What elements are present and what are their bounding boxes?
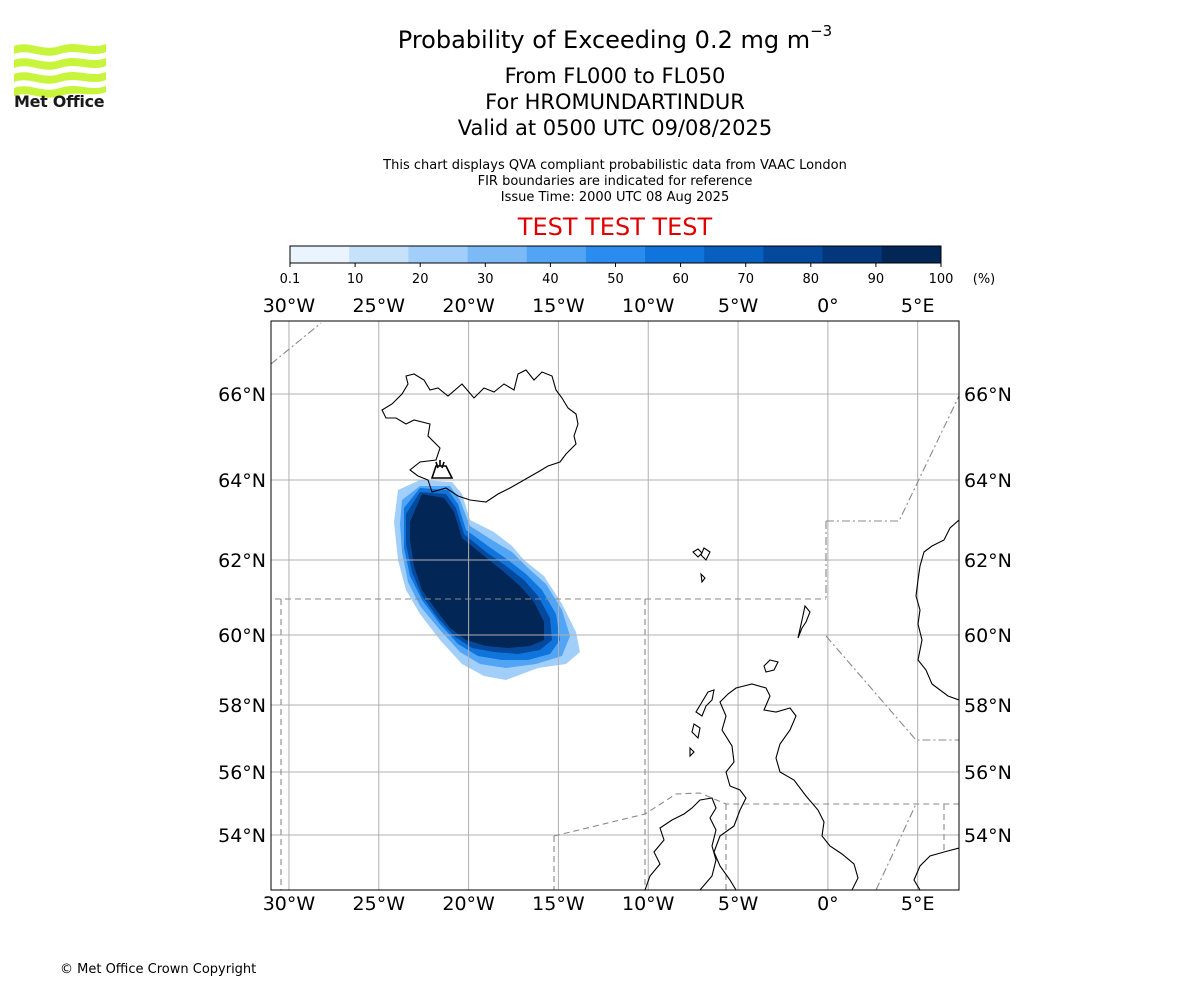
- longitude-label: 30°W: [263, 295, 316, 317]
- coastlines: [381, 369, 959, 890]
- latitude-label: 58°N: [218, 695, 266, 717]
- latitude-label: 64°N: [964, 470, 1012, 492]
- plume-band: [414, 498, 538, 640]
- colorbar-swatch: [645, 246, 705, 263]
- fir-boundary-east: [825, 635, 959, 741]
- longitude-label: 0°: [817, 295, 839, 317]
- latitude-label: 58°N: [964, 695, 1012, 717]
- issue-time: Issue Time: 2000 UTC 08 Aug 2025: [500, 190, 730, 205]
- ash-probability-plume: [394, 480, 580, 680]
- longitude-label: 5°W: [718, 893, 759, 915]
- ireland-coast: [644, 797, 717, 890]
- shetland: [797, 604, 811, 639]
- longitude-label: 15°W: [532, 893, 585, 915]
- valid-time: Valid at 0500 UTC 09/08/2025: [457, 116, 773, 140]
- latitude-label: 66°N: [218, 384, 266, 406]
- copyright-notice: © Met Office Crown Copyright: [60, 962, 257, 977]
- longitude-label: 5°E: [901, 893, 935, 915]
- volcano-marker: [430, 460, 454, 479]
- map-background: [271, 321, 959, 890]
- great-britain-coast: [713, 683, 859, 890]
- colorbar-swatch: [290, 246, 350, 263]
- colorbar: 0.1 10 20 30 40 50 60 70 80 90 100 (%): [280, 245, 996, 287]
- fir-boundaries: [271, 322, 959, 890]
- colorbar-tick-label: 30: [477, 272, 494, 287]
- orkney: [763, 659, 779, 673]
- graticule-grid: [271, 321, 959, 890]
- colorbar-tick-label: 20: [412, 272, 429, 287]
- latitude-label: 54°N: [218, 825, 266, 847]
- colorbar-swatch: [349, 246, 409, 263]
- colorbar-tick-label: 10: [347, 272, 364, 287]
- logo-wordmark: Met Office: [14, 92, 105, 111]
- longitude-label: 10°W: [622, 893, 675, 915]
- latitude-label: 56°N: [964, 762, 1012, 784]
- met-office-logo: [14, 44, 106, 98]
- faroe-islands: [692, 547, 711, 584]
- longitude-label: 30°W: [263, 893, 316, 915]
- colorbar-tick-label: 50: [607, 272, 624, 287]
- chart-title: Probability of Exceeding 0.2 mg m−3: [397, 22, 833, 54]
- colorbar-swatch: [585, 246, 646, 263]
- fir-boundary-norway: [826, 395, 959, 522]
- longitude-label: 20°W: [442, 893, 495, 915]
- longitude-label: 10°W: [622, 295, 675, 317]
- colorbar-swatch: [822, 246, 883, 263]
- map-frame: [270, 320, 960, 891]
- longitude-label: 5°E: [901, 295, 935, 317]
- colorbar-swatch: [763, 246, 824, 263]
- colorbar-swatch: [526, 246, 587, 263]
- chart-description: This chart displays QVA compliant probab…: [383, 158, 847, 173]
- colorbar-tick-label: 0.1: [280, 272, 301, 287]
- colorbar-tick-label: 80: [803, 272, 820, 287]
- latitude-label: 60°N: [964, 625, 1012, 647]
- colorbar-tick-label: 70: [737, 272, 754, 287]
- denmark-coast: [913, 847, 959, 890]
- longitude-label: 15°W: [532, 295, 585, 317]
- colorbar-tick-label: 40: [542, 272, 559, 287]
- colorbar-tick-label: 60: [672, 272, 689, 287]
- latitude-label: 60°N: [218, 625, 266, 647]
- colorbar-tick-label: 100: [929, 272, 954, 287]
- colorbar-swatch: [467, 246, 528, 263]
- fir-note: FIR boundaries are indicated for referen…: [477, 174, 753, 189]
- test-banner: TEST TEST TEST: [517, 213, 713, 241]
- colorbar-swatch: [408, 246, 469, 263]
- longitude-label: 0°: [817, 893, 839, 915]
- longitude-label: 25°W: [353, 893, 406, 915]
- latitude-label: 62°N: [964, 550, 1012, 572]
- latitude-label: 62°N: [218, 550, 266, 572]
- longitude-label: 25°W: [353, 295, 406, 317]
- volcano-label: For HROMUNDARTINDUR: [485, 90, 745, 114]
- colorbar-swatch: [881, 246, 942, 263]
- volcano-icon: [430, 460, 454, 479]
- fir-boundary-south: [553, 792, 959, 837]
- latitude-label: 66°N: [964, 384, 1012, 406]
- latitude-label: 56°N: [218, 762, 266, 784]
- iceland-coast: [381, 369, 579, 503]
- longitude-label: 20°W: [442, 295, 495, 317]
- norway-coast: [915, 519, 959, 701]
- colorbar-tick-label: 90: [868, 272, 885, 287]
- longitude-label: 5°W: [718, 295, 759, 317]
- latitude-label: 64°N: [218, 470, 266, 492]
- flight-level-range: From FL000 to FL050: [504, 64, 726, 88]
- hebrides: [689, 689, 715, 758]
- fir-boundary-nw-corner: [271, 322, 322, 365]
- colorbar-swatch: [704, 246, 764, 263]
- axis-labels: 30°W 30°W 25°W 25°W 20°W 20°W 15°W 15°W 10°W 10°W…: [218, 295, 1012, 915]
- latitude-label: 54°N: [964, 825, 1012, 847]
- colorbar-unit: (%): [973, 272, 996, 287]
